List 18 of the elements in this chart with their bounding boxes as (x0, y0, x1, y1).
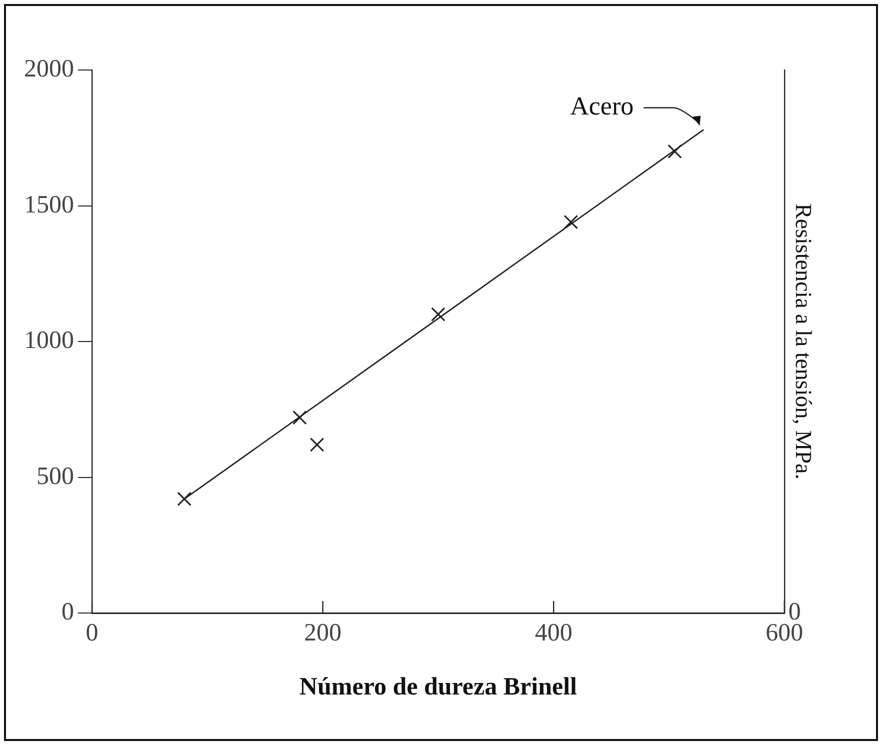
y-tick-label: 1500 (24, 191, 74, 218)
point (431, 307, 446, 322)
x-tick-label: 600 (766, 620, 804, 647)
annotation: Acero (570, 92, 634, 121)
x-tick-label: 200 (304, 620, 342, 647)
x-tick-label: 400 (534, 620, 572, 647)
point (292, 410, 307, 425)
y-tick-label: 0 (62, 598, 74, 626)
x-tick-label: 0 (86, 620, 98, 647)
y-tick-label: 2000 (24, 56, 74, 83)
point (177, 492, 192, 506)
point (668, 144, 682, 159)
point (564, 214, 578, 230)
point (310, 438, 324, 452)
y2-axis-title: Resistencia a la tensión, MPa. (791, 204, 816, 480)
y-tick-label: 500 (36, 462, 74, 490)
y-tick-label: 1000 (24, 327, 74, 354)
x-axis-title: Número de dureza Brinell (299, 673, 578, 700)
